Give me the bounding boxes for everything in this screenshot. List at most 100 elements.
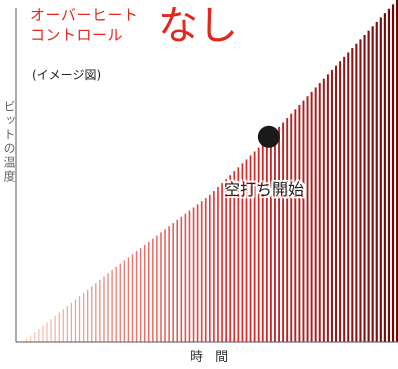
- bar-stripe: [375, 21, 378, 343]
- marker-point: [257, 125, 280, 148]
- bar-stripe: [339, 61, 342, 342]
- bar-stripe: [50, 319, 52, 342]
- bar-stripe: [269, 135, 272, 342]
- bar-stripe: [241, 163, 244, 342]
- y-axis-label: ビットの温度: [2, 100, 16, 184]
- bar-stripe: [225, 179, 227, 342]
- bar-stripe: [318, 83, 321, 342]
- bar-stripe: [233, 171, 236, 342]
- bar-stripe: [180, 216, 183, 342]
- bar-stripe: [62, 309, 64, 342]
- bar-stripe: [217, 187, 219, 342]
- bar-stripe: [371, 26, 374, 343]
- bar-stripe: [107, 273, 109, 342]
- bar-stripe: [265, 139, 268, 342]
- bar-stripe: [351, 48, 354, 343]
- bar-stripe: [196, 204, 199, 342]
- bar-stripe: [387, 8, 391, 342]
- bar-stripe: [152, 238, 154, 342]
- image-note: (イメージ図): [32, 68, 102, 82]
- bar-stripe: [363, 34, 366, 343]
- bar-stripe: [131, 254, 134, 342]
- bar-stripe: [286, 118, 289, 342]
- bar-stripe: [302, 100, 305, 342]
- bar-stripe: [379, 17, 382, 343]
- bar-stripe: [143, 244, 146, 342]
- bar-stripe: [119, 263, 121, 342]
- bar-stripe: [347, 52, 350, 342]
- bar-stripe: [335, 65, 338, 342]
- bar-stripe: [168, 226, 170, 342]
- bar-stripe: [200, 201, 203, 342]
- bar-stripe: [148, 241, 150, 342]
- bar-stripe: [253, 151, 256, 342]
- title-line-2: コントロール: [30, 26, 124, 44]
- bar-stripe: [343, 56, 346, 342]
- x-axis-label: 時 間: [190, 350, 233, 365]
- bar-stripe: [306, 96, 309, 343]
- bar-stripe: [74, 299, 77, 342]
- bar-stripe: [176, 219, 179, 342]
- bar-stripe: [282, 122, 285, 343]
- bar-stripe: [123, 260, 126, 342]
- bar-stripe: [172, 223, 174, 342]
- bar-stripe: [209, 194, 211, 342]
- bar-stripe: [54, 315, 56, 342]
- bar-series: [26, 0, 398, 343]
- bar-stripe: [290, 113, 293, 343]
- bar-stripe: [99, 279, 101, 342]
- bar-stripe: [322, 78, 325, 342]
- title-line-1: オーバーヒート: [30, 6, 139, 24]
- bar-stripe: [38, 328, 40, 342]
- bar-stripe: [42, 325, 44, 342]
- bar-stripe: [160, 232, 162, 342]
- marker-label: 空打ち開始: [224, 180, 305, 199]
- bar-stripe: [192, 207, 195, 342]
- bar-stripe: [184, 213, 187, 342]
- bar-stripe: [274, 131, 276, 342]
- bar-stripe: [82, 292, 85, 342]
- bar-stripe: [127, 257, 130, 342]
- bar-stripe: [95, 283, 97, 342]
- bar-stripe: [188, 210, 191, 342]
- bar-stripe: [156, 235, 158, 342]
- title-emphasis: なし: [158, 3, 238, 49]
- bar-stripe: [58, 312, 60, 342]
- bar-stripe: [115, 266, 117, 342]
- bar-stripe: [314, 87, 317, 342]
- bar-stripe: [278, 126, 280, 342]
- bar-stripe: [111, 270, 113, 342]
- bar-stripe: [139, 248, 142, 342]
- bar-stripe: [70, 302, 73, 342]
- bar-stripe: [257, 147, 260, 342]
- bar-stripe: [221, 183, 223, 342]
- bar-stripe: [294, 109, 297, 342]
- bar-stripe: [46, 322, 48, 342]
- bar-stripe: [310, 91, 313, 342]
- bar-stripe: [78, 296, 81, 342]
- bar-stripe: [249, 155, 252, 342]
- bar-stripe: [396, 0, 398, 342]
- bar-stripe: [34, 332, 36, 342]
- bar-stripe: [383, 13, 386, 343]
- bar-stripe: [91, 286, 93, 342]
- bar-stripe: [229, 175, 232, 342]
- bar-stripe: [355, 43, 358, 342]
- bar-stripe: [135, 251, 138, 342]
- bar-stripe: [87, 289, 89, 342]
- bar-stripe: [245, 159, 248, 342]
- bar-stripe: [237, 167, 240, 342]
- bar-stripe: [330, 69, 333, 342]
- bar-stripe: [298, 104, 301, 343]
- bar-stripe: [103, 276, 105, 342]
- bar-stripe: [261, 143, 264, 342]
- bar-stripe: [30, 335, 32, 342]
- bar-stripe: [213, 190, 215, 342]
- bar-stripe: [367, 30, 370, 343]
- bar-stripe: [391, 4, 395, 343]
- bar-stripe: [359, 39, 362, 343]
- bar-stripe: [164, 229, 166, 342]
- bar-stripe: [66, 306, 68, 342]
- bar-stripe: [26, 338, 28, 342]
